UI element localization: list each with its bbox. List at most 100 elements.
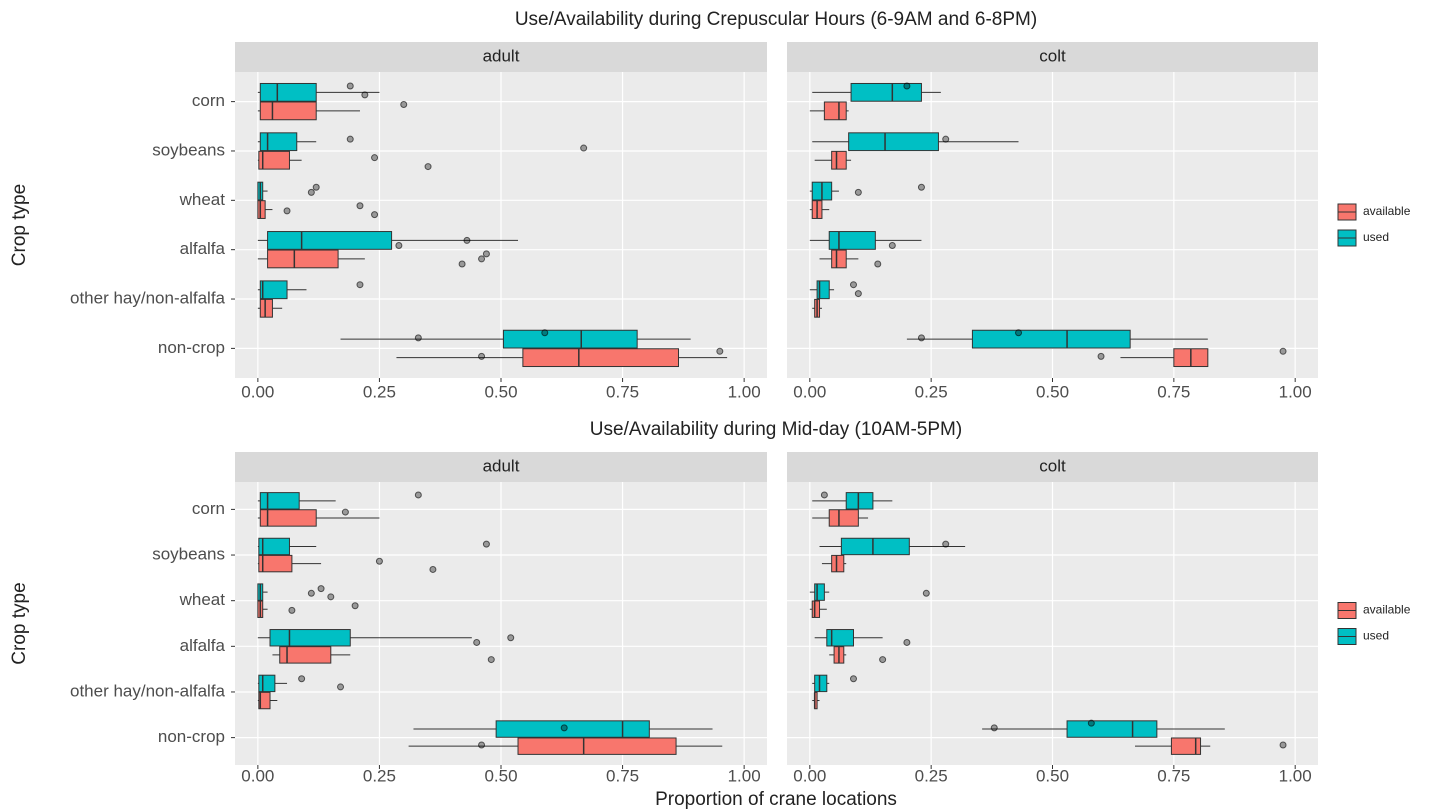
- point: [580, 144, 588, 152]
- x-tick-label: 0.50: [1036, 766, 1069, 785]
- box: [258, 150, 290, 170]
- box: [971, 329, 1131, 349]
- y-tick-label: non-crop: [158, 338, 225, 357]
- chart-title: Use/Availability during Mid-day (10AM-5P…: [590, 419, 962, 440]
- point: [478, 255, 486, 263]
- y-tick-label: other hay/non-alfalfa: [70, 289, 226, 308]
- box: [257, 200, 266, 219]
- point: [541, 329, 549, 337]
- box: [267, 249, 339, 269]
- point: [854, 290, 862, 298]
- point: [375, 557, 383, 565]
- point: [903, 82, 911, 90]
- point: [849, 281, 857, 289]
- box: [279, 646, 332, 664]
- point: [849, 675, 857, 683]
- x-tick-label: 0.75: [1157, 766, 1190, 785]
- x-tick-label: 0.25: [363, 766, 396, 785]
- x-tick-label: 1.00: [1279, 382, 1312, 401]
- point: [429, 565, 437, 573]
- legend-label: available: [1363, 603, 1411, 617]
- point: [1279, 347, 1287, 355]
- x-tick-label: 0.00: [793, 766, 826, 785]
- box: [840, 537, 910, 556]
- box: [258, 691, 271, 710]
- point: [917, 334, 925, 342]
- x-tick-label: 0.50: [1036, 382, 1069, 401]
- box: [259, 298, 273, 318]
- x-tick-label: 0.75: [1157, 382, 1190, 401]
- x-tick-label: 1.00: [1279, 766, 1312, 785]
- y-tick-label: wheat: [179, 190, 226, 209]
- point: [463, 236, 471, 244]
- point: [400, 101, 408, 109]
- box: [1170, 737, 1202, 755]
- strip-label: colt: [1039, 456, 1066, 475]
- x-tick-label: 1.00: [728, 766, 761, 785]
- point: [1097, 352, 1105, 360]
- point: [458, 260, 466, 268]
- point: [1087, 719, 1095, 727]
- point: [820, 491, 828, 499]
- x-tick-label: 0.25: [363, 382, 396, 401]
- y-tick-label: soybeans: [152, 140, 225, 159]
- point: [942, 540, 950, 548]
- y-tick-label: alfalfa: [180, 239, 226, 258]
- x-tick-label: 1.00: [728, 382, 761, 401]
- box: [831, 554, 845, 573]
- point: [507, 634, 515, 642]
- point: [327, 593, 335, 601]
- box: [848, 132, 939, 152]
- point: [356, 202, 364, 210]
- box: [823, 101, 847, 121]
- point: [312, 183, 320, 191]
- point: [917, 183, 925, 191]
- point: [288, 606, 296, 614]
- y-tick-label: soybeans: [152, 545, 225, 564]
- point: [473, 638, 481, 646]
- x-tick-label: 0.00: [793, 382, 826, 401]
- y-tick-label: corn: [192, 499, 225, 518]
- y-axis-label: Crop type: [9, 184, 30, 266]
- strip: [235, 42, 767, 72]
- box: [814, 583, 825, 601]
- box: [495, 720, 650, 738]
- point: [371, 211, 379, 219]
- box: [1066, 720, 1158, 738]
- strip: [787, 42, 1318, 72]
- point: [414, 334, 422, 342]
- point: [283, 207, 291, 215]
- box: [259, 82, 317, 102]
- point: [307, 188, 315, 196]
- strip: [787, 452, 1318, 482]
- box: [258, 554, 293, 573]
- box: [517, 737, 677, 755]
- point: [716, 347, 724, 355]
- point: [317, 585, 325, 593]
- point: [922, 589, 930, 597]
- box: [826, 629, 854, 647]
- point: [942, 135, 950, 143]
- box: [814, 674, 828, 693]
- point: [1279, 741, 1287, 749]
- strip-label: adult: [483, 456, 520, 475]
- y-tick-label: alfalfa: [180, 636, 226, 655]
- x-tick-label: 0.25: [915, 382, 948, 401]
- box: [269, 629, 351, 647]
- point: [337, 683, 345, 691]
- x-tick-label: 0.75: [606, 382, 639, 401]
- point: [298, 675, 306, 683]
- point: [478, 741, 486, 749]
- point: [346, 82, 354, 90]
- y-tick-label: corn: [192, 91, 225, 110]
- point: [1015, 329, 1023, 337]
- y-tick-label: wheat: [179, 590, 226, 609]
- x-tick-label: 0.50: [484, 382, 517, 401]
- point: [414, 491, 422, 499]
- x-tick-label: 0.00: [241, 766, 274, 785]
- point: [487, 656, 495, 664]
- x-tick-label: 0.50: [484, 766, 517, 785]
- box: [828, 231, 876, 250]
- box: [845, 492, 874, 510]
